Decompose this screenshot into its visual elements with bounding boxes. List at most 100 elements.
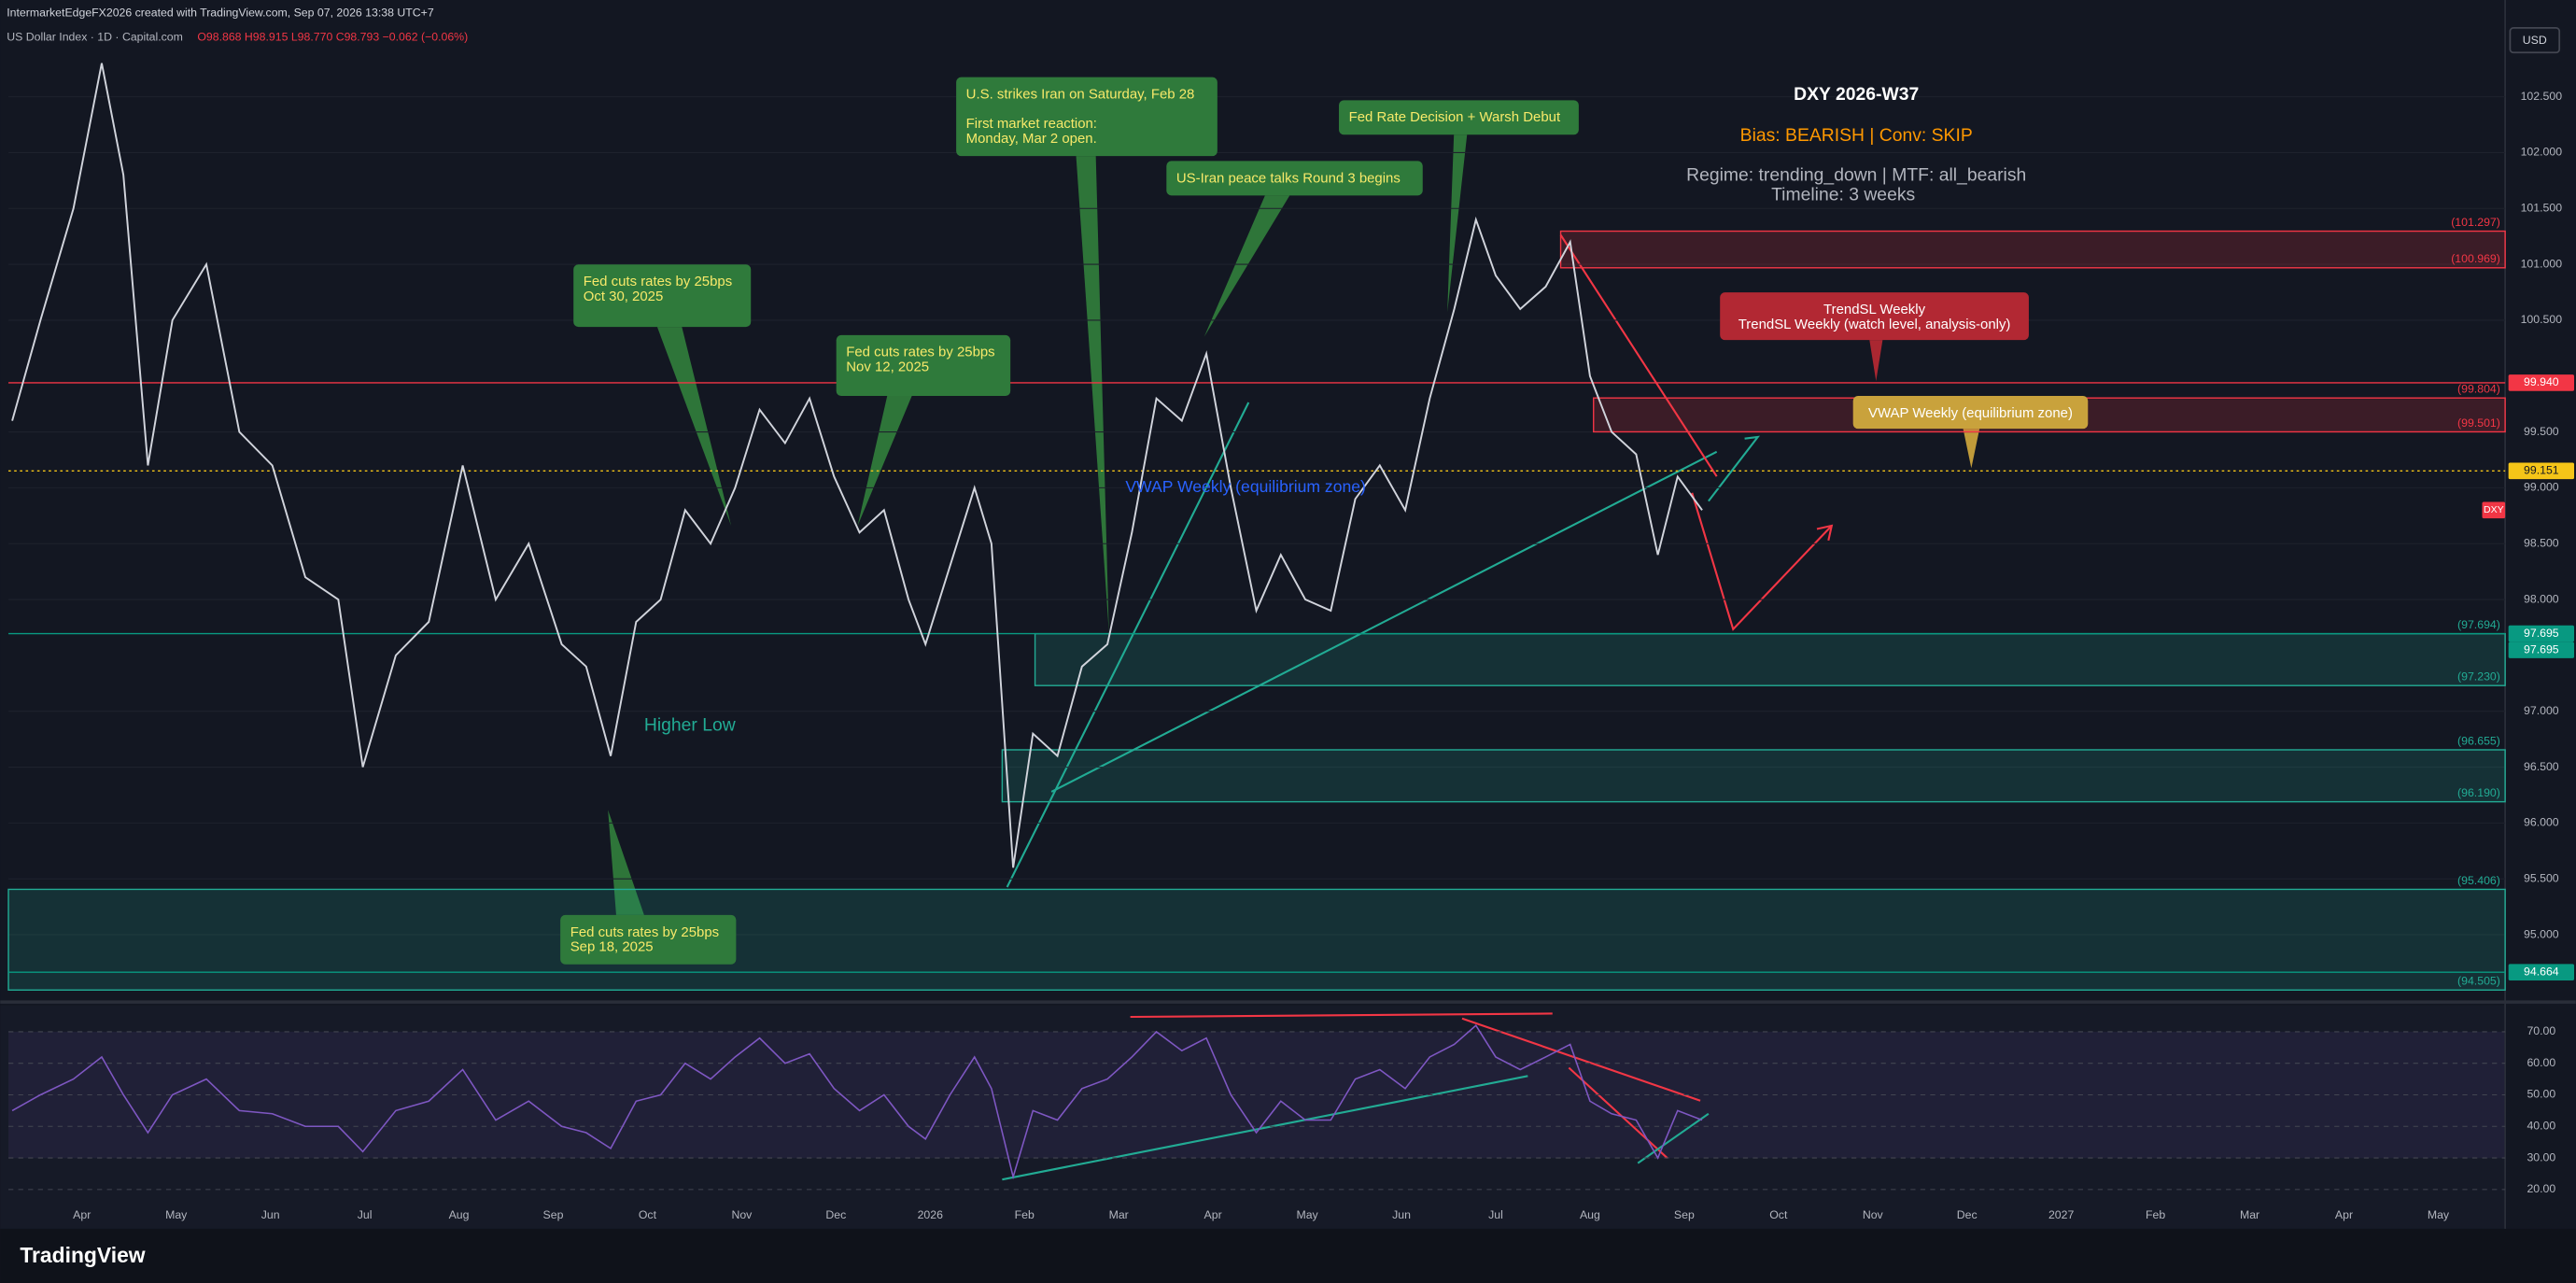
annotation-text: U.S. strikes Iran on Saturday, Feb 28	[966, 87, 1195, 103]
projection	[1691, 492, 1833, 631]
x-tick-label: Sep	[1674, 1208, 1695, 1221]
zone-label: (96.190)	[2457, 786, 2500, 799]
annotation-box	[1852, 395, 2089, 430]
zone-label: (97.694)	[2457, 618, 2500, 631]
y-tick-label: 97.000	[2524, 704, 2559, 717]
y-tick-label: 50.00	[2527, 1088, 2555, 1101]
price-tag	[2508, 625, 2575, 642]
info-title: DXY 2026-W37	[1794, 84, 1919, 105]
x-tick-label: May	[165, 1208, 188, 1221]
x-tick-label: Aug	[1580, 1208, 1600, 1221]
annotation-text: Fed cuts rates by 25bps	[584, 274, 732, 289]
rsi-trendline	[1637, 1112, 1710, 1164]
rsi-pane	[0, 1005, 2506, 1229]
annotation-text: Fed cuts rates by 25bps	[570, 924, 719, 940]
annotation: Fed Rate Decision + Warsh Debut	[1339, 100, 1579, 135]
zone-label: (100.969)	[2451, 252, 2500, 265]
arrow	[1708, 435, 1761, 502]
zone-label: (99.501)	[2457, 416, 2500, 430]
x-tick-label: Mar	[2240, 1208, 2259, 1221]
x-tick-label: Apr	[2335, 1208, 2353, 1221]
x-tick-label: Aug	[449, 1208, 470, 1221]
y-tick-label: 98.500	[2524, 536, 2559, 549]
annotation-box	[1720, 292, 2029, 341]
x-tick-label: Dec	[1957, 1208, 1978, 1221]
higher-low: Higher Low	[644, 715, 737, 736]
price-tag-label: 97.695	[2524, 627, 2559, 640]
zone	[1034, 632, 2506, 686]
annotation-text: Monday, Mar 2 open.	[966, 131, 1097, 147]
rsi-trendline	[1002, 1075, 1528, 1181]
zone-label: (96.655)	[2457, 734, 2500, 747]
price-line-series	[11, 63, 1703, 868]
y-tick-label: 20.00	[2527, 1182, 2555, 1195]
arrow-head	[1816, 524, 1834, 542]
annotation-box	[1166, 161, 1423, 196]
x-tick-label: Sep	[543, 1208, 564, 1221]
x-tick-label: Nov	[731, 1208, 753, 1221]
annotation: VWAP Weekly (equilibrium zone)	[1852, 395, 2089, 430]
price-tag	[2508, 374, 2575, 391]
price-tag-label: 97.695	[2524, 642, 2559, 656]
y-tick-label: 99.000	[2524, 481, 2559, 494]
price-tag	[2508, 964, 2575, 981]
y-tick-label: 101.000	[2521, 257, 2563, 270]
footer	[0, 1228, 2576, 1283]
y-tick-label: 60.00	[2527, 1056, 2555, 1069]
x-tick-label: Jul	[1488, 1208, 1503, 1221]
annotation-text: US-Iran peace talks Round 3 begins	[1176, 170, 1401, 186]
pointer	[1963, 429, 1980, 469]
annotation: U.S. strikes Iran on Saturday, Feb 28 Fir…	[956, 77, 1218, 157]
y-tick-label: 96.000	[2524, 816, 2559, 829]
x-tick-label: Jul	[358, 1208, 373, 1221]
currency[interactable]: USD	[2523, 34, 2547, 47]
y-tick-label: 99.500	[2524, 425, 2559, 438]
drawings	[1002, 234, 1834, 1181]
pointer	[656, 327, 732, 526]
series-tag-label: DXY	[2484, 504, 2504, 515]
x-tick-label: Feb	[1015, 1208, 1035, 1221]
x-tick-label: Feb	[2146, 1208, 2165, 1221]
y-tick-label: 40.00	[2527, 1120, 2555, 1133]
rsi-trendline	[1568, 1066, 1668, 1160]
price-tag	[2508, 642, 2575, 658]
currency-button[interactable]	[2509, 27, 2561, 54]
trendline	[1006, 402, 1250, 888]
y-tick-label: 30.00	[2527, 1150, 2555, 1163]
y-tick-label: 100.500	[2521, 313, 2563, 326]
annotation-text: Sep 18, 2025	[570, 939, 654, 955]
pointer	[857, 395, 912, 526]
symbol: US Dollar Index · 1D · Capital.com	[7, 31, 183, 44]
info-regime: Regime: trending_down | MTF: all_bearish	[1686, 164, 2026, 185]
brand: TradingView	[20, 1243, 145, 1267]
trendline	[1050, 450, 1718, 793]
annotation-text: VWAP Weekly (equilibrium zone)	[1868, 405, 2073, 421]
x-tick-label: Jun	[261, 1208, 280, 1221]
y-tick-label: 101.500	[2521, 202, 2563, 215]
ohlc: O98.868 H98.915 L98.770 C98.793 −0.062 (…	[197, 31, 468, 44]
annotation-text: Oct 30, 2025	[584, 289, 664, 304]
zone-label: (99.804)	[2457, 383, 2500, 396]
x-tick-label: Apr	[1204, 1208, 1222, 1221]
annotation-box	[1339, 100, 1579, 135]
y-tick-label: 102.500	[2521, 90, 2563, 103]
rsi-trendline	[1130, 1012, 1553, 1019]
y-tick-label: 102.000	[2521, 146, 2563, 159]
x-tick-label: May	[2428, 1208, 2450, 1221]
annotation: US-Iran peace talks Round 3 begins	[1166, 161, 1423, 196]
info-timeline: Timeline: 3 weeks	[1771, 184, 1915, 204]
y-tick-label: 95.000	[2524, 927, 2559, 940]
vwap-label: VWAP Weekly (equilibrium zone)	[1125, 477, 1366, 496]
price-tag	[2508, 462, 2575, 480]
x-tick-label: Oct	[639, 1208, 657, 1221]
x-tick-label: Mar	[1109, 1208, 1129, 1221]
annotation-text: First market reaction:	[966, 116, 1097, 132]
x-tick-label: Dec	[825, 1208, 846, 1221]
zone	[1559, 230, 2506, 269]
y-tick-label: 98.000	[2524, 592, 2559, 605]
